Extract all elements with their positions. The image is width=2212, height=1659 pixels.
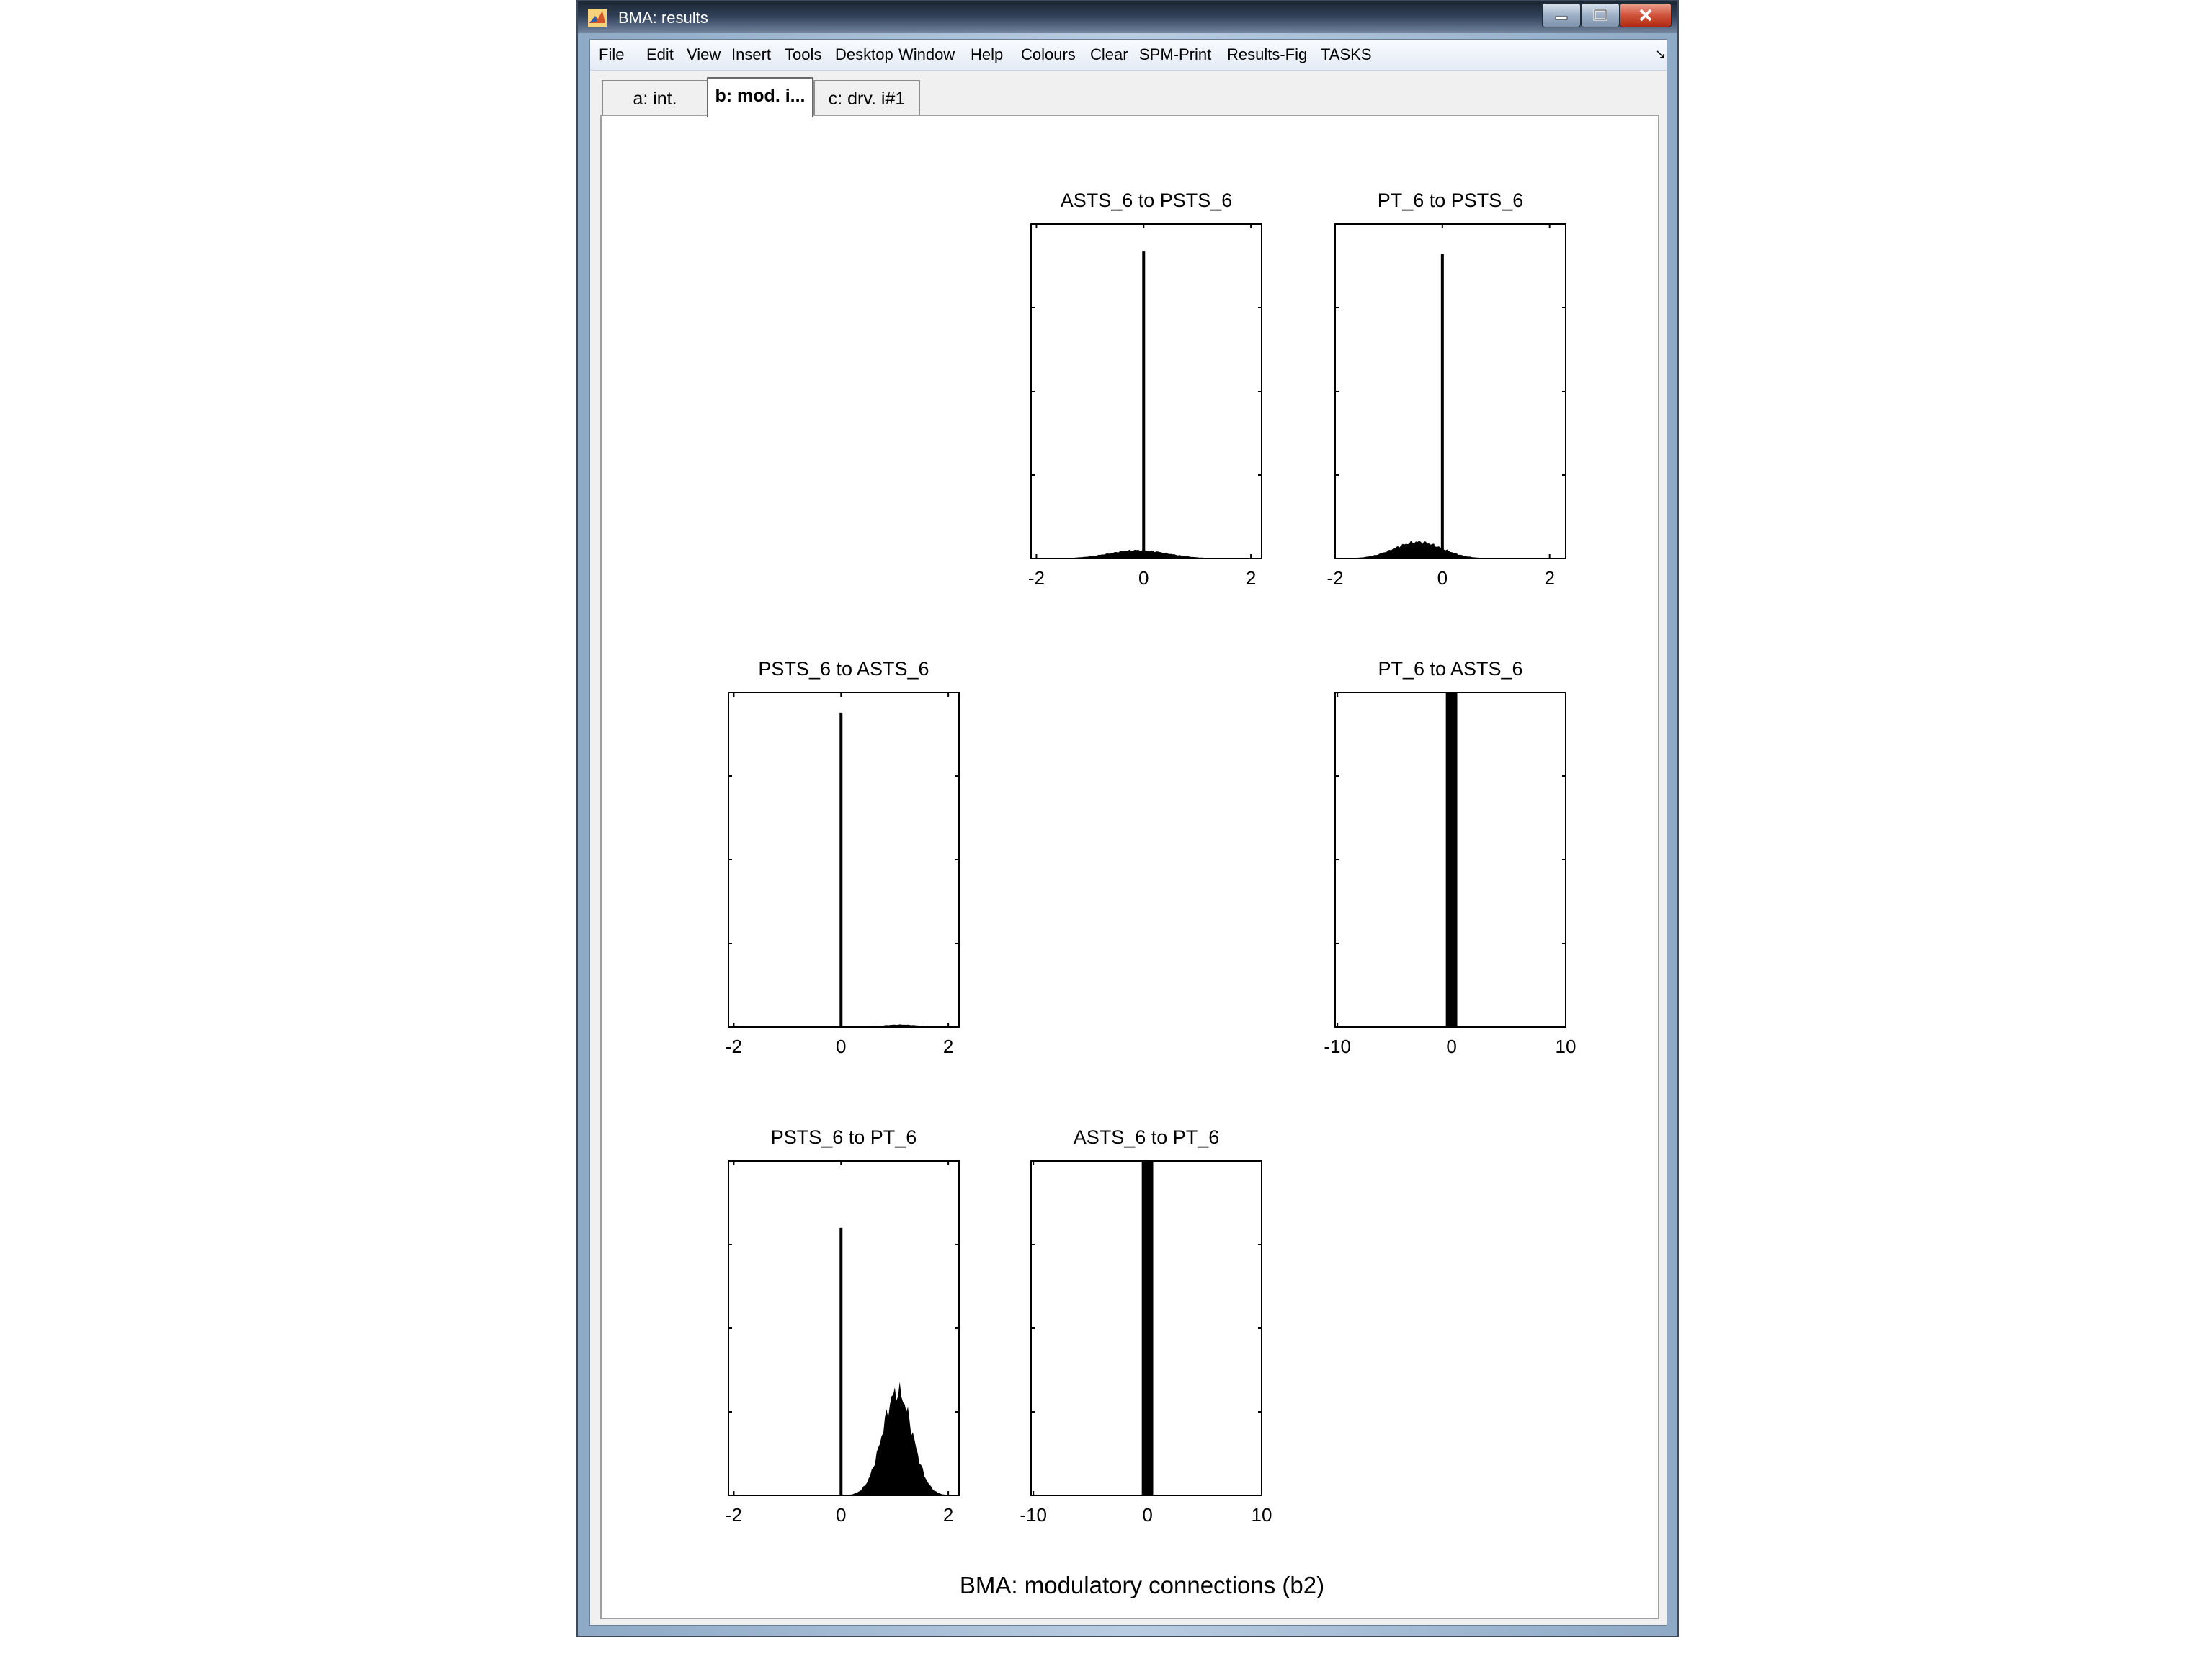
close-button[interactable] — [1620, 3, 1672, 27]
x-tick-label: -10 — [1324, 1036, 1351, 1057]
minimize-button[interactable] — [1542, 3, 1581, 27]
x-tick-label: -2 — [1326, 567, 1343, 589]
menu-bar: File Edit View Insert Tools Desktop Wind… — [590, 40, 1667, 71]
plot-title: PT_6 to ASTS_6 — [1378, 658, 1522, 680]
histogram-spike-bar — [839, 712, 843, 1027]
x-tick-label: -10 — [1020, 1504, 1047, 1526]
window-title: BMA: results — [618, 9, 708, 27]
plot-axes-box — [1334, 223, 1566, 559]
maximize-icon — [1593, 9, 1607, 21]
tab-a-int[interactable]: a: int. — [602, 80, 708, 115]
x-tick-label: 0 — [1138, 567, 1149, 589]
plot-title: ASTS_6 to PT_6 — [1074, 1126, 1220, 1148]
minimize-icon — [1555, 16, 1568, 20]
histogram-spike-bar — [839, 1227, 843, 1495]
histogram-bar — [1445, 693, 1458, 1027]
menu-colours[interactable]: Colours — [1021, 45, 1076, 63]
histogram-plot: PT_6 to PSTS_6 -2 0 2 — [1326, 190, 1566, 589]
menu-tasks[interactable]: TASKS — [1321, 45, 1372, 63]
figure-client-area: File Edit View Insert Tools Desktop Wind… — [589, 39, 1667, 1626]
x-tick-label: -2 — [1028, 567, 1045, 589]
menu-results-fig[interactable]: Results-Fig — [1227, 45, 1308, 63]
plot-title: PSTS_6 to PT_6 — [771, 1126, 917, 1148]
x-tick-label: 0 — [1142, 1504, 1152, 1526]
x-tick-label: 2 — [943, 1504, 953, 1526]
x-tick-label: -2 — [726, 1504, 742, 1526]
histogram-plot: ASTS_6 to PT_6 -10 0 10 — [1020, 1126, 1272, 1526]
histogram-spike-bar — [1440, 254, 1444, 559]
x-tick-label: 2 — [1246, 567, 1256, 589]
x-tick-label: 0 — [836, 1504, 846, 1526]
menu-window[interactable]: Window — [898, 45, 955, 63]
x-tick-label: 10 — [1252, 1504, 1272, 1526]
x-tick-label: 0 — [836, 1036, 846, 1057]
tab-b-mod[interactable]: b: mod. i... — [707, 77, 813, 117]
histogram-bar — [1141, 1161, 1154, 1495]
menu-desktop[interactable]: Desktop — [835, 45, 893, 63]
menu-file[interactable]: File — [599, 45, 625, 63]
histogram-plot: PSTS_6 to PT_6 -2 0 2 — [726, 1126, 960, 1526]
histogram-plot: ASTS_6 to PSTS_6 -2 0 2 — [1028, 190, 1262, 589]
maximize-button[interactable] — [1581, 3, 1620, 27]
histogram-distribution — [728, 1382, 959, 1495]
menu-help[interactable]: Help — [971, 45, 1004, 63]
histogram-spike-bar — [1142, 251, 1146, 559]
bma-results-window: BMA: results File Edit View Insert Tools… — [576, 0, 1679, 1637]
plot-axes-box — [728, 1160, 960, 1496]
title-bar[interactable]: BMA: results — [578, 1, 1677, 33]
x-tick-label: 10 — [1556, 1036, 1577, 1057]
menu-spm-print[interactable]: SPM-Print — [1139, 45, 1212, 63]
histogram-distribution — [1335, 541, 1566, 559]
menu-clear[interactable]: Clear — [1090, 45, 1128, 63]
plot-axes-box — [728, 692, 960, 1028]
x-tick-label: 0 — [1437, 567, 1448, 589]
menu-tools[interactable]: Tools — [785, 45, 822, 63]
close-icon — [1639, 9, 1652, 22]
matlab-logo-icon — [588, 9, 607, 27]
plot-title: ASTS_6 to PSTS_6 — [1061, 190, 1233, 211]
plot-title: PSTS_6 to ASTS_6 — [758, 658, 929, 680]
x-tick-label: -2 — [726, 1036, 742, 1057]
menu-edit[interactable]: Edit — [646, 45, 674, 63]
menu-view[interactable]: View — [687, 45, 721, 63]
x-tick-label: 0 — [1446, 1036, 1456, 1057]
histogram-distribution — [1031, 549, 1262, 559]
histogram-plot: PSTS_6 to ASTS_6 -2 0 2 — [726, 658, 960, 1057]
tab-c-drv[interactable]: c: drv. i#1 — [813, 80, 920, 115]
menubar-dock-arrow-icon[interactable]: ↘ — [1655, 47, 1667, 61]
x-tick-label: 2 — [943, 1036, 953, 1057]
x-tick-label: 2 — [1544, 567, 1554, 589]
plot-title: PT_6 to PSTS_6 — [1378, 190, 1524, 211]
plot-axes-box — [1030, 223, 1262, 559]
histogram-plot: PT_6 to ASTS_6 -10 0 10 — [1324, 658, 1576, 1057]
menu-insert[interactable]: Insert — [731, 45, 772, 63]
tab-panel: ASTS_6 to PSTS_6 -2 0 2 PT_6 to PSTS_6 -2 0 2 PS… — [600, 115, 1659, 1619]
figure-title: BMA: modulatory connections (b2) — [959, 1572, 1325, 1598]
histogram-grid: ASTS_6 to PSTS_6-2 0 2PT_6 to PSTS_6-2 0 2PS… — [726, 190, 1577, 1526]
